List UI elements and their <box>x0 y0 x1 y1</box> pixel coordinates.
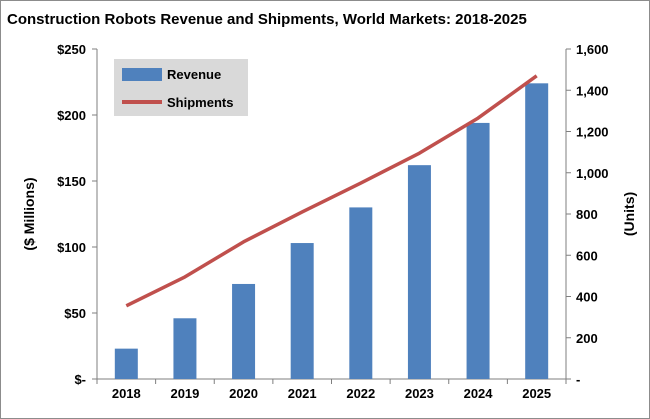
x-tick-label: 2018 <box>112 386 141 401</box>
x-tick-label: 2021 <box>288 386 317 401</box>
y-right-axis-title: (Units) <box>621 192 637 236</box>
y-left-axis-title: ($ Millions) <box>21 177 37 250</box>
y-right-tick-label: 600 <box>576 248 598 263</box>
y-left-tick-label: $- <box>74 372 86 387</box>
chart-title: Construction Robots Revenue and Shipment… <box>7 11 527 28</box>
y-right-tick-label: 400 <box>576 290 598 305</box>
legend-label-shipments: Shipments <box>167 94 234 110</box>
y-right-tick-label: 200 <box>576 331 598 346</box>
x-tick-label: 2025 <box>522 386 551 401</box>
y-left-tick-label: $50 <box>64 306 86 321</box>
bar-revenue <box>173 318 197 379</box>
y-right-tick-label: 1,600 <box>576 42 609 57</box>
x-tick-label: 2020 <box>229 386 258 401</box>
x-tick-label: 2022 <box>346 386 375 401</box>
y-right-tick-label: 1,200 <box>576 125 609 140</box>
x-tick-label: 2024 <box>464 386 494 401</box>
y-right-tick-label: - <box>576 372 580 387</box>
y-right-tick-label: 1,000 <box>576 166 609 181</box>
y-left-tick-label: $100 <box>57 240 86 255</box>
x-tick-label: 2019 <box>170 386 199 401</box>
y-right-tick-label: 800 <box>576 207 598 222</box>
y-right-tick-label: 1,400 <box>576 83 609 98</box>
legend-swatch-revenue <box>122 67 162 81</box>
bar-revenue <box>290 243 314 379</box>
bar-revenue <box>466 122 490 380</box>
y-left-tick-label: $250 <box>57 42 86 57</box>
bar-revenue <box>407 165 431 379</box>
bar-revenue <box>114 348 138 379</box>
legend-label-revenue: Revenue <box>167 66 222 82</box>
legend-swatch-shipments <box>122 100 162 104</box>
legend-item-shipments: Shipments <box>122 94 233 110</box>
y-left-tick-label: $200 <box>57 108 86 123</box>
x-tick-label: 2023 <box>405 386 434 401</box>
line-shipments <box>125 74 538 308</box>
bar-revenue <box>232 283 256 379</box>
bar-revenue <box>349 207 373 379</box>
legend-item-revenue: Revenue <box>122 66 221 82</box>
y-left-tick-label: $150 <box>57 174 86 189</box>
bar-revenue <box>525 83 549 379</box>
legend: Revenue Shipments <box>114 59 248 116</box>
